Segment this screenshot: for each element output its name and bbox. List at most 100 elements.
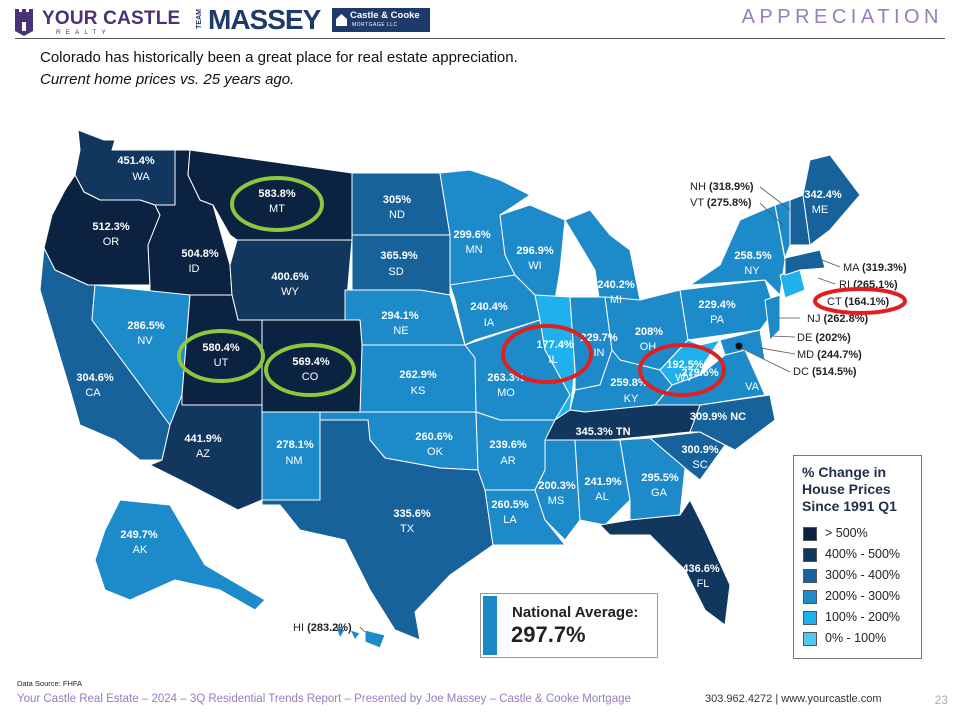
pa-abbr: PA [710,314,725,326]
ma-abbr: MA [843,262,860,274]
ak-abbr: AK [133,544,148,556]
svg-text:NH (318.9%): NH (318.9%) [690,181,754,193]
house-icon [336,14,347,26]
legend-title: % Change in House Prices Since 1991 Q1 [802,464,897,515]
co-abbr: CO [302,371,319,383]
brand2-cc: Castle & Cooke [350,10,420,21]
ut-abbr: UT [214,357,229,369]
il-value: 177.4% [536,339,574,351]
ky-abbr: KY [624,393,639,405]
header-divider [15,38,945,39]
or-abbr: OR [103,236,120,248]
legend-label: 100% - 200% [825,610,901,624]
legend-swatch [803,569,817,583]
footer-contact: 303.962.4272 | www.yourcastle.com [705,693,882,705]
national-average-value: 297.7% [511,622,586,647]
legend-swatch [803,527,817,541]
wy-abbr: WY [281,286,299,298]
mt-value: 583.8% [258,188,296,200]
mi-abbr: MI [610,294,622,306]
intro-text: Colorado has historically been a great p… [40,47,518,91]
ring-mt [230,176,324,232]
in-value: 229.7% [580,332,618,344]
national-average-label: National Average: [512,604,639,621]
nm-abbr: NM [285,455,302,467]
sc-abbr: SC [692,459,707,471]
me-abbr: ME [812,204,829,216]
fl-abbr: FL [697,578,710,590]
legend-item: 300% - 400% [803,568,918,584]
svg-text:HI (283.2%): HI (283.2%) [293,622,352,634]
oh-value: 208% [635,326,663,338]
md-abbr: MD [797,349,814,361]
de-value: (202%) [815,332,851,344]
ny-value: 258.5% [734,250,772,262]
tx-abbr: TX [400,523,415,535]
brand1-name: YOUR CASTLE [42,8,181,29]
vt-value: (275.8%) [707,197,752,209]
ia-abbr: IA [484,317,495,329]
ring-il [501,324,593,384]
nj-abbr: NJ [807,313,820,325]
castle-icon [15,9,33,36]
ms-value: 200.3% [538,480,576,492]
wy-value: 400.6% [271,271,309,283]
mo-abbr: MO [497,387,515,399]
ring-co [264,343,356,397]
az-value: 441.9% [184,433,222,445]
svg-text:MA (319.3%): MA (319.3%) [843,262,907,274]
page-number: 23 [934,693,948,707]
ring-ut [177,329,265,383]
va-value: 279.6% [681,367,719,379]
ar-abbr: AR [500,455,515,467]
highlight-rings [177,176,907,397]
svg-text:DE (202%): DE (202%) [797,332,851,344]
ri-abbr: RI [839,279,850,291]
ia-value: 240.4% [470,301,508,313]
al-value: 241.9% [584,476,622,488]
state-ca [39,247,171,461]
sd-value: 365.9% [380,250,418,262]
dc-abbr: DC [793,366,809,378]
legend-label: 0% - 100% [825,631,887,645]
nj-value: (262.8%) [824,313,869,325]
ks-value: 262.9% [399,369,437,381]
callout-leaders [359,186,841,633]
your-castle-logo: YOUR CASTLE REALTY [12,5,180,37]
legend-item: 100% - 200% [803,610,918,626]
mn-abbr: MN [465,244,482,256]
nc-value: 309.9% NC [690,411,746,423]
sc-value: 300.9% [681,444,719,456]
svg-text:DC (514.5%): DC (514.5%) [793,366,857,378]
brand1-sub: REALTY [56,29,111,36]
de-abbr: DE [797,332,812,344]
mt-abbr: MT [269,203,285,215]
intro-line-2: Current home prices vs. 25 years ago. [40,71,295,88]
state-sc [649,431,726,481]
legend-swatch [803,590,817,604]
ca-abbr: CA [85,387,101,399]
va-abbr: VA [745,381,760,393]
pa-value: 229.4% [698,299,736,311]
national-average-bar [483,596,497,655]
mi-value: 240.2% [597,279,635,291]
state-tx [261,419,494,641]
ma-value: (319.3%) [862,262,907,274]
wa-value: 451.4% [117,155,155,167]
id-value: 504.8% [181,248,219,260]
la-abbr: LA [503,514,517,526]
vt-abbr: VT [690,197,704,209]
state-wa [74,129,191,206]
legend-swatch [803,632,817,646]
ny-abbr: NY [744,265,760,277]
nv-value: 286.5% [127,320,165,332]
national-average-box: National Average: 297.7% [480,593,658,658]
state-labels: 451.4% WA 512.3% OR 504.8% ID 583.8% MT … [76,155,842,590]
data-source: Data Source: FHFA [17,679,83,688]
ring-ct [813,287,907,315]
ar-value: 239.6% [489,439,527,451]
state-ct [779,269,806,299]
svg-text:NJ (262.8%): NJ (262.8%) [807,313,868,325]
nd-abbr: ND [389,209,405,221]
